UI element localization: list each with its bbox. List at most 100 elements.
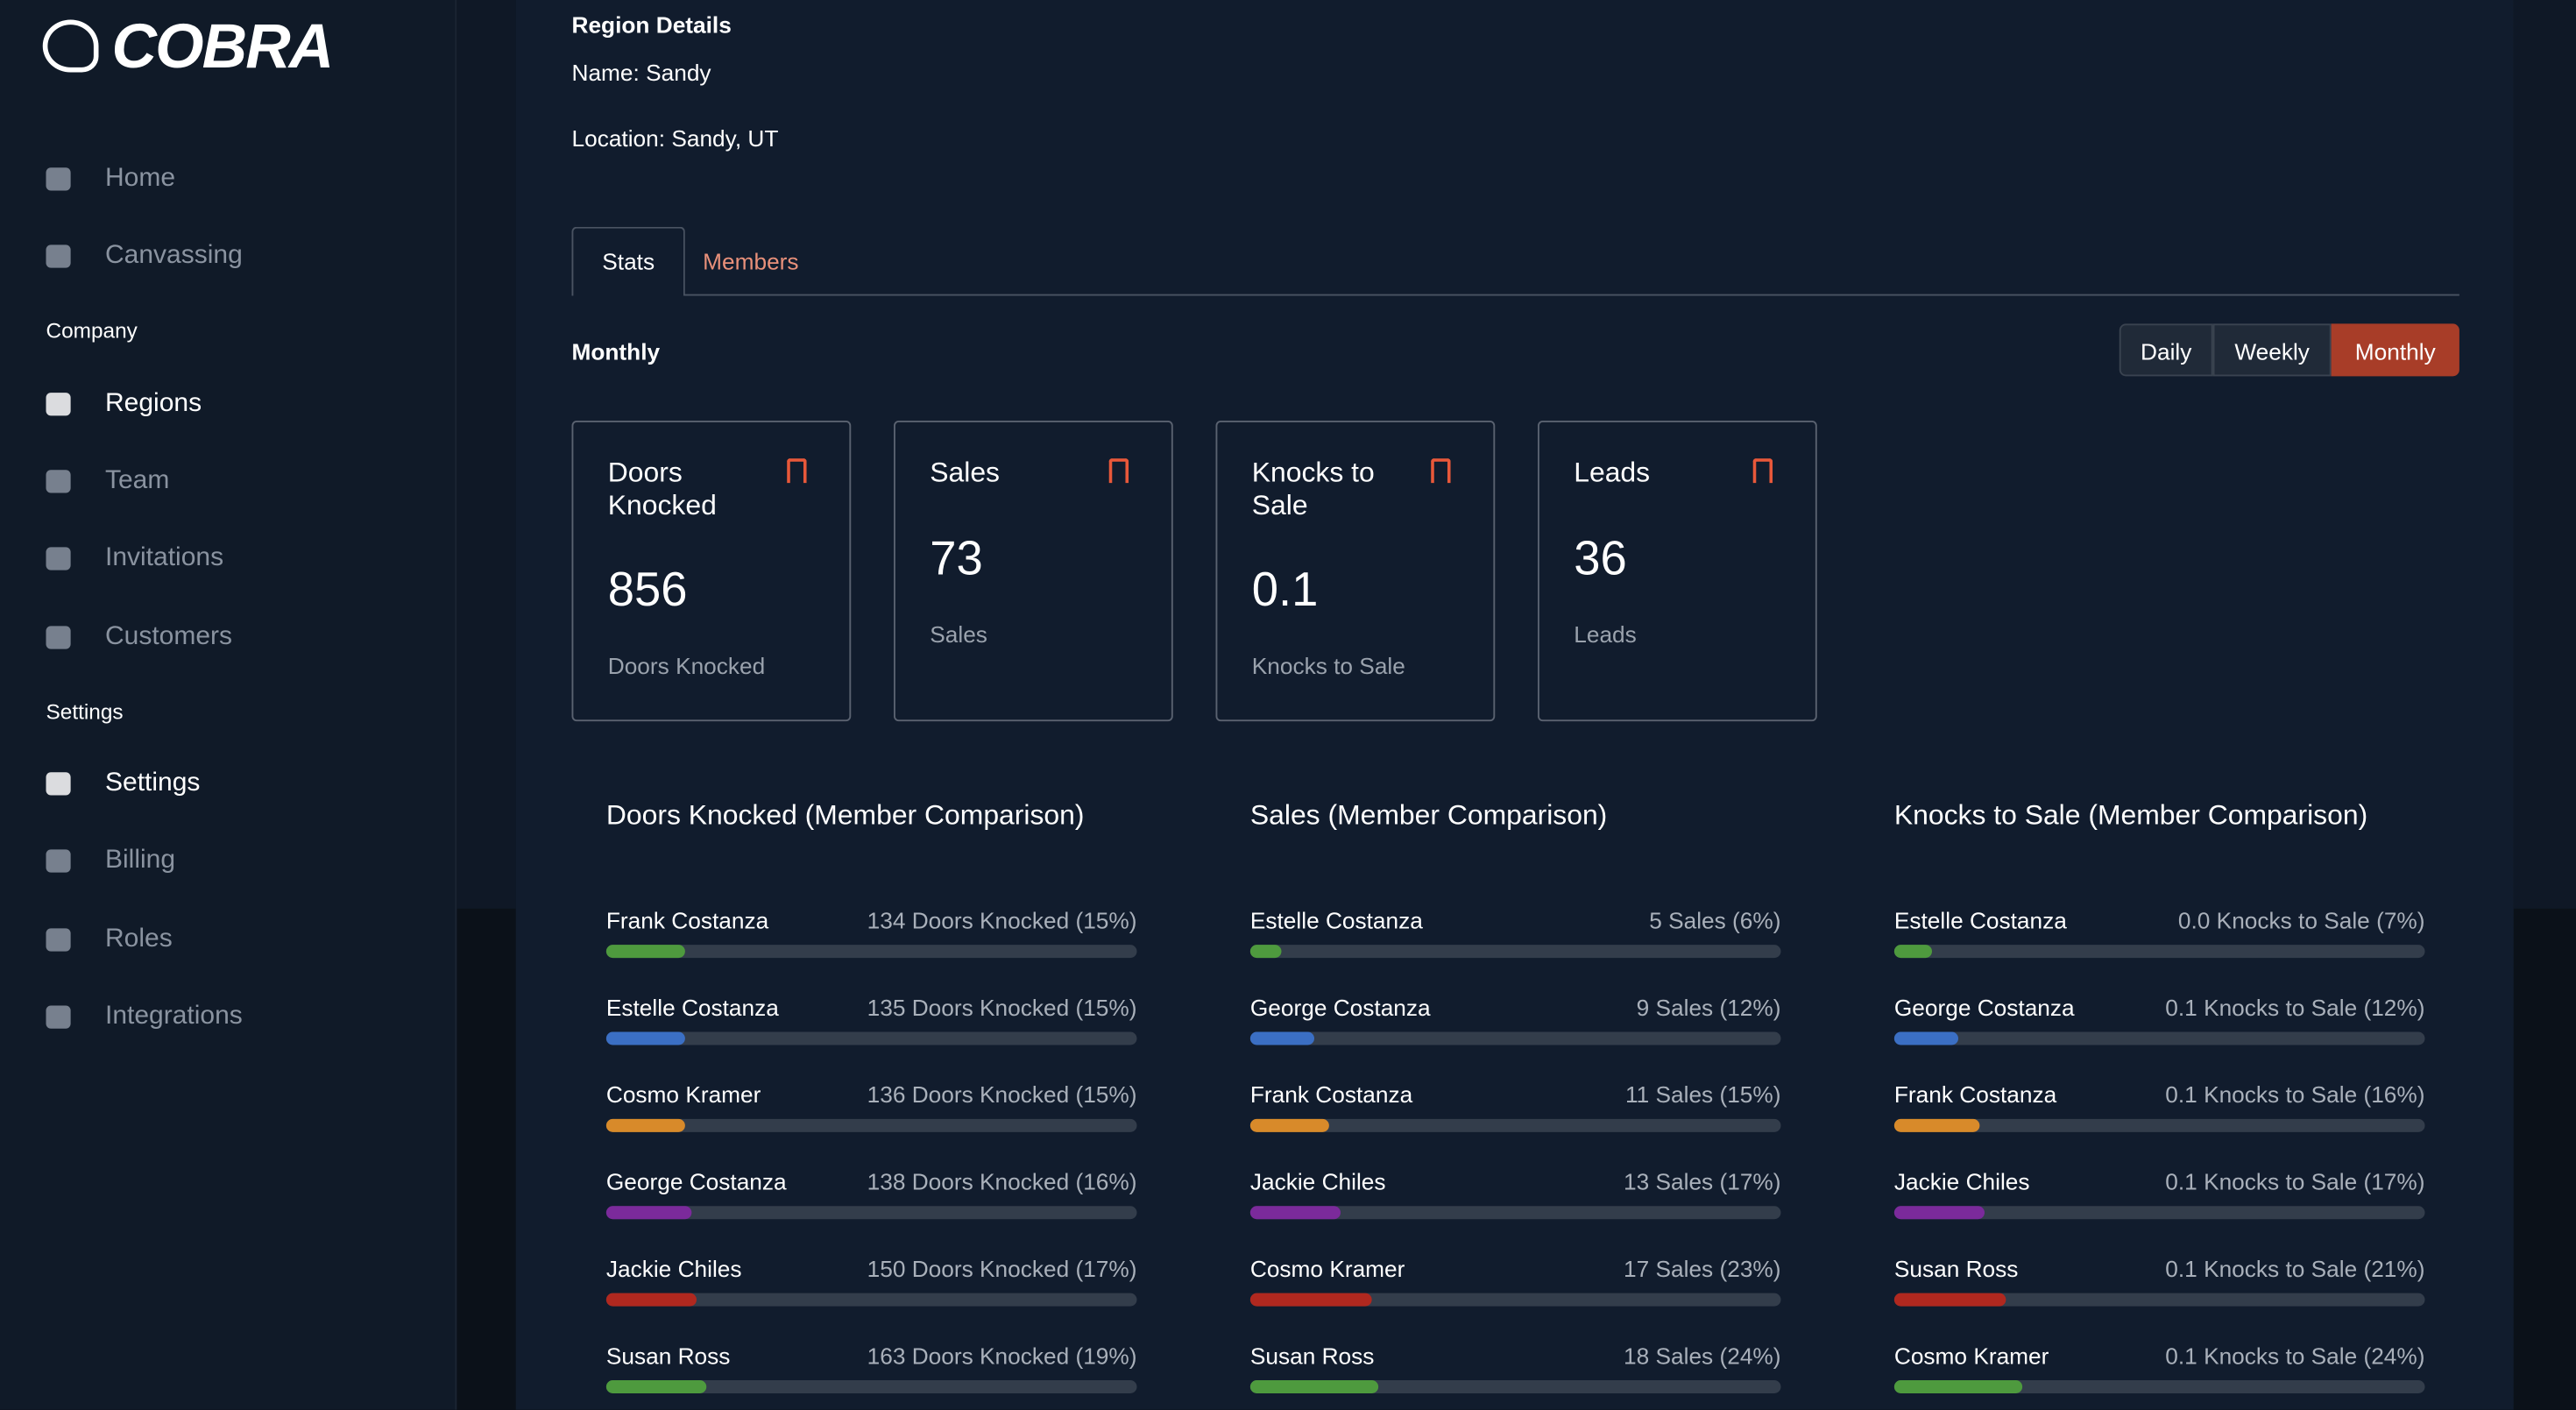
nav-link[interactable]: Regions [105, 389, 202, 418]
member-name: Frank Costanza [1249, 1081, 1413, 1108]
card-label: Doors Knocked [607, 652, 766, 679]
member-value: 163 Doors Knocked (19%) [867, 1342, 1137, 1369]
nav-link[interactable]: Team [105, 466, 170, 495]
tab[interactable]: Members [703, 248, 799, 275]
bar [1893, 1293, 2006, 1307]
main-panel [515, 0, 2514, 1410]
member-name: George Costanza [1249, 994, 1431, 1021]
bar-track [605, 1206, 1137, 1220]
member-value: 135 Doors Knocked (15%) [867, 994, 1137, 1021]
card-title: Sales [930, 457, 1000, 488]
member-name: Jackie Chiles [1893, 1168, 2030, 1195]
bar [605, 1206, 691, 1220]
stat-card [571, 421, 852, 722]
member-value: 0.1 Knocks to Sale (21%) [2165, 1255, 2425, 1282]
nav-link[interactable]: Canvassing [105, 241, 243, 270]
member-value: 11 Sales (15%) [1624, 1081, 1781, 1108]
period-button[interactable]: Monthly [2331, 323, 2459, 377]
nav-icon [46, 244, 71, 268]
bar [1249, 1380, 1378, 1393]
nav-header: Settings [46, 698, 124, 724]
member-name: Estelle Costanza [1249, 907, 1423, 933]
member-value: 0.1 Knocks to Sale (12%) [2165, 994, 2425, 1021]
bar-track [605, 1380, 1137, 1393]
nav-icon [46, 547, 71, 570]
bar-track [1249, 1293, 1781, 1307]
bar [605, 945, 686, 959]
comparison-title: Doors Knocked (Member Comparison) [605, 799, 1085, 831]
member-name: Frank Costanza [605, 907, 769, 933]
member-name: George Costanza [1893, 994, 2075, 1021]
nav-icon [46, 772, 71, 796]
nav-link[interactable]: Home [105, 164, 176, 193]
bar [605, 1380, 707, 1393]
nav-icon [46, 928, 71, 952]
bar-track [1249, 1031, 1781, 1045]
member-value: 9 Sales (12%) [1636, 994, 1781, 1021]
nav-link[interactable]: Billing [105, 846, 176, 875]
tab-line [571, 294, 2459, 296]
member-name: Cosmo Kramer [1249, 1255, 1405, 1282]
member-name: Estelle Costanza [1893, 907, 2067, 933]
logo-mark [42, 19, 99, 73]
card-value: 36 [1574, 533, 1627, 586]
nav-icon [46, 470, 71, 493]
period-button[interactable]: Daily [2119, 323, 2213, 377]
bar [1249, 1031, 1314, 1045]
bar [1249, 945, 1283, 959]
comparison-title: Sales (Member Comparison) [1249, 799, 1608, 831]
member-value: 138 Doors Knocked (16%) [867, 1168, 1137, 1195]
member-name: Jackie Chiles [605, 1255, 742, 1282]
stat-card [1538, 421, 1817, 722]
card-label: Leads [1574, 620, 1637, 648]
gutter [2513, 0, 2576, 909]
tab-box [571, 226, 685, 296]
card-icon [1108, 458, 1129, 484]
bar-track [605, 1293, 1137, 1307]
region-heading: Region Details [571, 11, 732, 39]
member-value: 13 Sales (17%) [1624, 1168, 1781, 1195]
member-name: Susan Ross [1893, 1255, 2019, 1282]
bar [605, 1118, 686, 1132]
tab[interactable]: Stats [602, 248, 655, 275]
member-value: 5 Sales (6%) [1649, 907, 1781, 933]
nav-link[interactable]: Roles [105, 925, 173, 953]
bar-track [1893, 1031, 2425, 1045]
nav-icon [46, 393, 71, 416]
bar-track [605, 1118, 1137, 1132]
bar-track [1249, 1380, 1781, 1393]
nav-link[interactable]: Settings [105, 769, 201, 797]
bar [1893, 1031, 1958, 1045]
member-name: Estelle Costanza [605, 994, 779, 1021]
nav-icon [46, 626, 71, 649]
member-name: Jackie Chiles [1249, 1168, 1386, 1195]
bar-track [1893, 945, 2425, 959]
nav-header: Company [46, 317, 138, 343]
bar-track [1893, 1293, 2425, 1307]
member-value: 150 Doors Knocked (17%) [867, 1255, 1137, 1282]
period-button[interactable]: Weekly [2212, 323, 2332, 377]
bar [605, 1293, 697, 1307]
member-value: 0.1 Knocks to Sale (17%) [2165, 1168, 2425, 1195]
gutter [456, 0, 516, 909]
nav-link[interactable]: Invitations [105, 543, 224, 572]
stat-card [1215, 421, 1496, 722]
member-name: George Costanza [605, 1168, 787, 1195]
card-title: Knocks to Sale [1251, 457, 1375, 521]
bar-track [1893, 1380, 2425, 1393]
member-name: Cosmo Kramer [1893, 1342, 2049, 1369]
card-icon [1752, 458, 1773, 484]
member-value: 0.1 Knocks to Sale (24%) [2165, 1342, 2425, 1369]
region-name: Name: Sandy [571, 59, 711, 86]
member-value: 17 Sales (23%) [1624, 1255, 1781, 1282]
member-name: Cosmo Kramer [605, 1081, 761, 1108]
member-name: Frank Costanza [1893, 1081, 2057, 1108]
logo: COBRA [111, 13, 335, 82]
bar-track [1893, 1206, 2425, 1220]
nav-icon [46, 849, 71, 873]
nav-link[interactable]: Integrations [105, 1002, 243, 1031]
member-value: 0.1 Knocks to Sale (16%) [2165, 1081, 2425, 1108]
member-name: Susan Ross [1249, 1342, 1375, 1369]
bar [1893, 1380, 2022, 1393]
nav-link[interactable]: Customers [105, 622, 233, 651]
